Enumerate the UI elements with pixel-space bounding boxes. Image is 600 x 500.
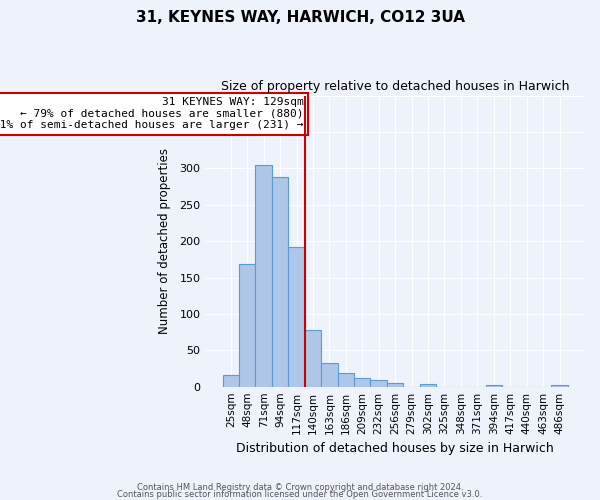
Bar: [485, 385, 502, 386]
Bar: [239, 264, 256, 386]
Text: 31 KEYNES WAY: 129sqm
← 79% of detached houses are smaller (880)
21% of semi-det: 31 KEYNES WAY: 129sqm ← 79% of detached …: [0, 97, 304, 130]
Text: 31, KEYNES WAY, HARWICH, CO12 3UA: 31, KEYNES WAY, HARWICH, CO12 3UA: [136, 10, 464, 25]
X-axis label: Distribution of detached houses by size in Harwich: Distribution of detached houses by size …: [236, 442, 554, 455]
Bar: [354, 378, 370, 386]
Text: Contains HM Land Registry data © Crown copyright and database right 2024.: Contains HM Land Registry data © Crown c…: [137, 484, 463, 492]
Bar: [420, 384, 436, 386]
Bar: [370, 380, 387, 386]
Bar: [272, 177, 288, 386]
Bar: [321, 364, 338, 386]
Bar: [338, 373, 354, 386]
Bar: [387, 383, 403, 386]
Bar: [551, 385, 568, 386]
Bar: [288, 247, 305, 386]
Bar: [223, 375, 239, 386]
Y-axis label: Number of detached properties: Number of detached properties: [158, 148, 171, 334]
Bar: [256, 164, 272, 386]
Bar: [305, 330, 321, 386]
Title: Size of property relative to detached houses in Harwich: Size of property relative to detached ho…: [221, 80, 569, 93]
Text: Contains public sector information licensed under the Open Government Licence v3: Contains public sector information licen…: [118, 490, 482, 499]
